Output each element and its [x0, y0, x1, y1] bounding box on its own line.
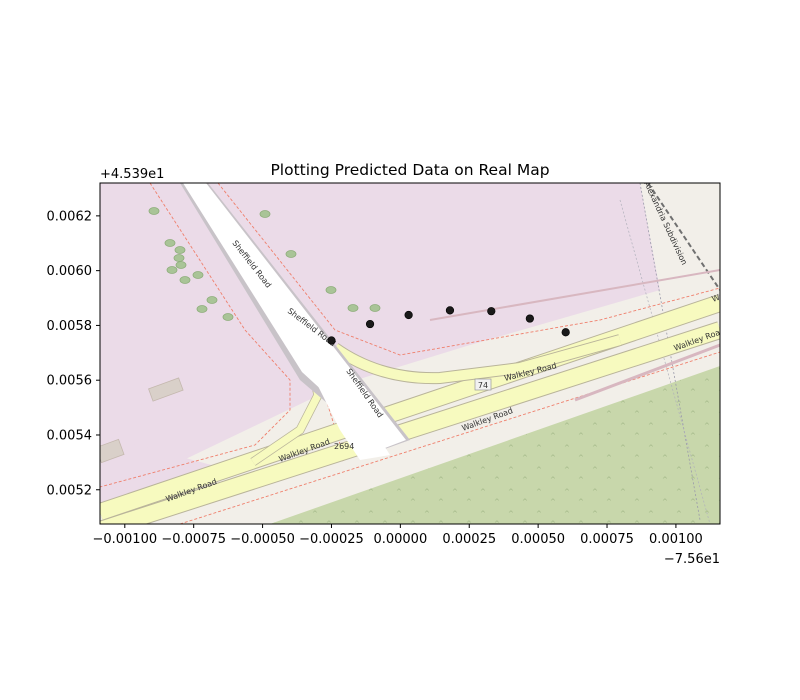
y-tick-label: 0.0052 — [47, 483, 93, 498]
route-shield: 74 — [474, 378, 492, 391]
road-south — [100, 322, 720, 524]
data-point — [525, 314, 534, 323]
x-tick-label: −0.00025 — [299, 532, 364, 547]
y-tick-label: 0.0054 — [47, 428, 93, 443]
y-offset-label: +4.539e1 — [100, 167, 164, 182]
track-line — [639, 183, 701, 521]
y-tick-label: 0.0060 — [47, 264, 93, 279]
x-axis: −0.00100 −0.00075 −0.00050 −0.00025 0.00000 0… — [92, 524, 703, 547]
x-tick-label: −0.00050 — [230, 532, 295, 547]
data-point — [561, 328, 570, 337]
sheffield-road-lower — [278, 300, 390, 460]
y-axis: 0.0052 0.0054 0.0056 0.0058 0.0060 0.0062 — [47, 209, 100, 498]
park-grass-texture — [270, 366, 720, 524]
house-number: 2694 — [334, 442, 354, 451]
sidewalk-track-2 — [429, 269, 720, 321]
plot-frame — [99, 182, 721, 525]
predicted-points — [327, 306, 570, 345]
x-tick-label: −0.00075 — [161, 532, 226, 547]
x-tick-label: 0.00075 — [580, 532, 634, 547]
x-tick-label: 0.00025 — [442, 532, 496, 547]
building-2 — [100, 438, 125, 464]
road-ramp — [332, 335, 622, 384]
boundary-line-2 — [217, 183, 720, 356]
boundary-line — [100, 183, 291, 488]
track-line-2 — [619, 199, 711, 524]
building — [148, 377, 184, 402]
basemap-tiles: Sheffield Road Sheffield Road Sheffield … — [100, 183, 720, 524]
x-tick-label: 0.00100 — [649, 532, 703, 547]
data-point — [327, 336, 336, 345]
x-tick-label: −0.00100 — [92, 532, 157, 547]
y-tick-label: 0.0056 — [47, 374, 93, 389]
sidewalk-track — [574, 343, 720, 402]
data-point — [487, 307, 496, 316]
trees — [148, 207, 381, 321]
x-offset-label: −7.56e1 — [664, 552, 720, 567]
y-tick-label: 0.0058 — [47, 319, 93, 334]
data-point — [445, 306, 455, 315]
x-tick-label: 0.00050 — [511, 532, 565, 547]
y-tick-label: 0.0062 — [47, 209, 93, 224]
route-shield-label: 74 — [478, 381, 488, 390]
chart-title: Plotting Predicted Data on Real Map — [270, 161, 549, 179]
data-point — [365, 319, 375, 329]
data-point — [404, 310, 413, 320]
x-tick-label: 0.00000 — [373, 532, 427, 547]
